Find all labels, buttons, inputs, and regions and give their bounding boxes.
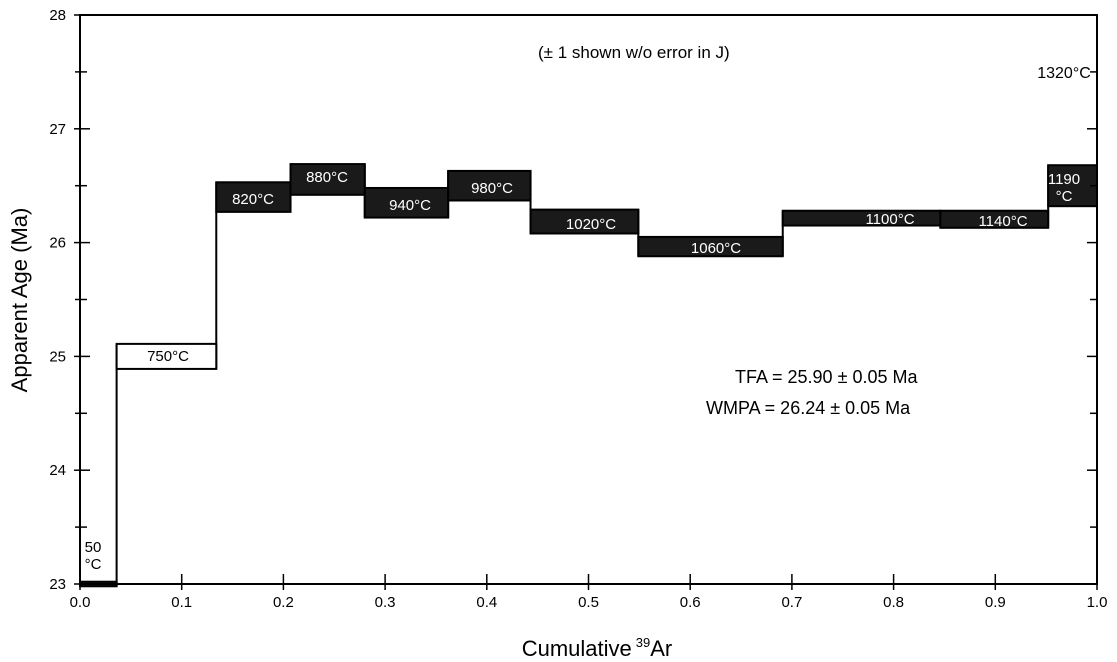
step-temperature-label: 1100°C <box>865 211 914 228</box>
x-tick-label: 0.4 <box>476 594 497 611</box>
step-box <box>781 209 942 227</box>
x-tick-label: 0.1 <box>171 594 192 611</box>
y-tick-label: 25 <box>49 348 66 365</box>
x-tick-label: 0.5 <box>578 594 599 611</box>
step-box <box>637 235 784 258</box>
step-temperature-label: 1320°C <box>1037 65 1091 82</box>
x-tick-label: 0.6 <box>680 594 701 611</box>
step-temperature-label: 50 °C <box>85 539 102 573</box>
step-temperature-label: 980°C <box>471 180 513 197</box>
y-tick-label: 23 <box>49 576 66 593</box>
axes-layer: 0.0 0.1 0.2 0.3 0.4 0.5 0.6 0.7 0.8 0.9 1.0 23 24 25 2… <box>49 7 1107 611</box>
step-box <box>289 163 366 196</box>
y-axis-title: Apparent Age (Ma) <box>7 208 32 393</box>
x-tick-label: 0.8 <box>883 594 904 611</box>
step-box <box>939 209 1050 229</box>
y-tick-label: 28 <box>49 7 66 24</box>
step-box <box>1047 164 1098 208</box>
label-layer: 50 °C750°C820°C880°C940°C980°C1020°C1060°… <box>85 65 1091 573</box>
step-label-line: 1190 <box>1048 171 1080 188</box>
x-axis-title: Cumulative 39Ar <box>522 635 673 661</box>
x-tick-label: 0.7 <box>781 594 802 611</box>
step-temperature-label: 1020°C <box>566 216 616 233</box>
x-tick-label: 0.9 <box>985 594 1006 611</box>
step-label-line: 50 <box>85 539 102 556</box>
step-temperature-label: 1060°C <box>691 240 741 257</box>
step-temperature-label: 1190 °C <box>1048 171 1080 205</box>
plot-layer <box>79 163 1098 588</box>
step-box <box>529 208 640 235</box>
stat-wmpa: WMPA = 26.24 ± 0.05 Ma <box>706 398 911 418</box>
x-axis-title-suffix: Ar <box>650 636 672 661</box>
stat-tfa: TFA = 25.90 ± 0.05 Ma <box>735 367 918 387</box>
step-box <box>115 342 218 370</box>
step-label-line: °C <box>85 556 102 573</box>
step-temperature-label: 880°C <box>306 169 348 186</box>
step-box <box>215 181 292 213</box>
y-tick-label: 26 <box>49 235 66 252</box>
y-tick-label: 27 <box>49 121 66 138</box>
step-temperature-label: 820°C <box>232 191 274 208</box>
step-temperature-label: 940°C <box>389 197 431 214</box>
x-axis-title-main: Cumulative <box>522 636 632 661</box>
x-tick-label: 1.0 <box>1087 594 1108 611</box>
x-axis-title-sup: 39 <box>636 635 650 650</box>
y-tick-label: 24 <box>49 462 66 479</box>
plot-frame <box>79 14 1098 585</box>
x-tick-label: 0.0 <box>70 594 91 611</box>
step-temperature-label: 750°C <box>147 348 189 365</box>
x-tick-label: 0.2 <box>273 594 294 611</box>
x-tick-label: 0.3 <box>375 594 396 611</box>
chart-note: (± 1 shown w/o error in J) <box>538 43 730 62</box>
step-temperature-label: 1140°C <box>978 213 1027 230</box>
step-box <box>447 169 532 202</box>
step-box <box>363 186 450 219</box>
step-label-line: °C <box>1056 188 1073 205</box>
